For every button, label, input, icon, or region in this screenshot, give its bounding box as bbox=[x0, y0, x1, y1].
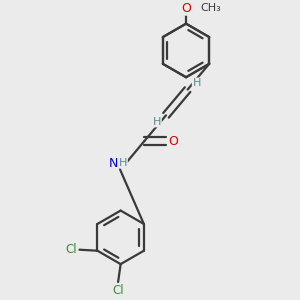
Text: H: H bbox=[118, 158, 127, 168]
Text: CH₃: CH₃ bbox=[200, 3, 221, 13]
Text: O: O bbox=[168, 135, 178, 148]
Text: Cl: Cl bbox=[65, 243, 76, 256]
Text: N: N bbox=[109, 157, 118, 170]
Text: H: H bbox=[152, 116, 161, 127]
Text: Cl: Cl bbox=[112, 284, 124, 297]
Text: O: O bbox=[181, 2, 191, 15]
Text: H: H bbox=[193, 78, 201, 88]
